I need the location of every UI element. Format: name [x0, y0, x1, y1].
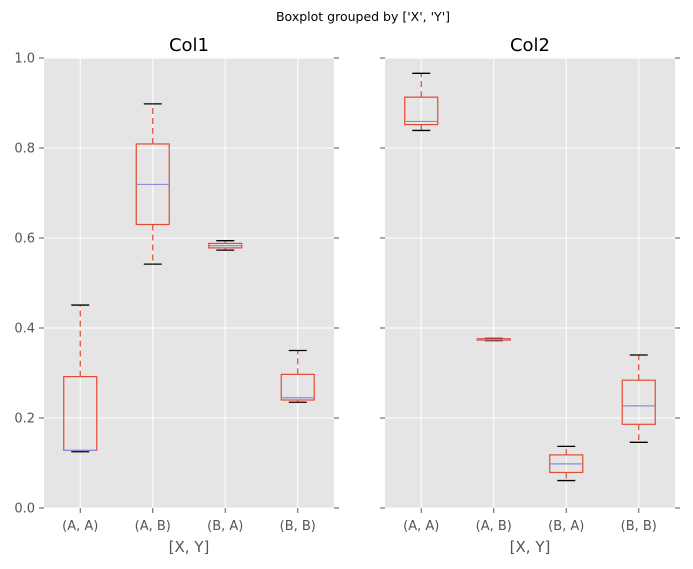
- x-tick-label: (B, A): [207, 519, 243, 534]
- figure-suptitle: Boxplot grouped by ['X', 'Y']: [276, 9, 450, 24]
- box-4: [280, 349, 315, 403]
- y-tick-label: 0.4: [14, 322, 35, 337]
- x-axis-label: [X, Y]: [510, 538, 551, 556]
- box-body: [621, 379, 656, 425]
- box-body: [280, 373, 315, 401]
- x-tick-label: (A, B): [476, 519, 512, 534]
- y-tick-label: 0.8: [14, 142, 35, 157]
- box-2: [135, 103, 170, 265]
- x-tick-label: (A, B): [135, 519, 171, 534]
- box-3: [208, 240, 243, 251]
- box-body: [404, 96, 439, 126]
- panels-layer: 0.0 0.2 0.4 0.6 0.8 1.0 (A, A) (A, B) (B, A) (B, …: [14, 35, 680, 556]
- panel-1: 0.0 0.2 0.4 0.6 0.8 1.0 (A, A) (A, B) (B, A) (B, …: [14, 35, 339, 556]
- x-tick-label: (A, A): [62, 519, 98, 534]
- box-2: [476, 337, 511, 342]
- y-tick-label: 0.2: [14, 412, 35, 427]
- panel-title: Col2: [510, 35, 550, 56]
- y-tick-label: 1.0: [14, 52, 35, 67]
- panel-background: [44, 58, 334, 508]
- panel-title: Col1: [169, 35, 209, 56]
- box-4: [621, 354, 656, 443]
- x-tick-label: (A, A): [403, 519, 439, 534]
- x-tick-label: (B, B): [621, 519, 657, 534]
- box-3: [549, 445, 584, 482]
- y-tick-label: 0.0: [14, 502, 35, 517]
- x-axis-label: [X, Y]: [169, 538, 210, 556]
- x-tick-label: (B, B): [280, 519, 316, 534]
- box-1: [63, 304, 98, 453]
- y-tick-label: 0.6: [14, 232, 35, 247]
- box-1: [404, 72, 439, 132]
- panel-2: (A, A) (A, B) (B, A) (B, B) Col2 [X, Y]: [380, 35, 680, 556]
- panel-background: [385, 58, 675, 508]
- x-tick-label: (B, A): [548, 519, 584, 534]
